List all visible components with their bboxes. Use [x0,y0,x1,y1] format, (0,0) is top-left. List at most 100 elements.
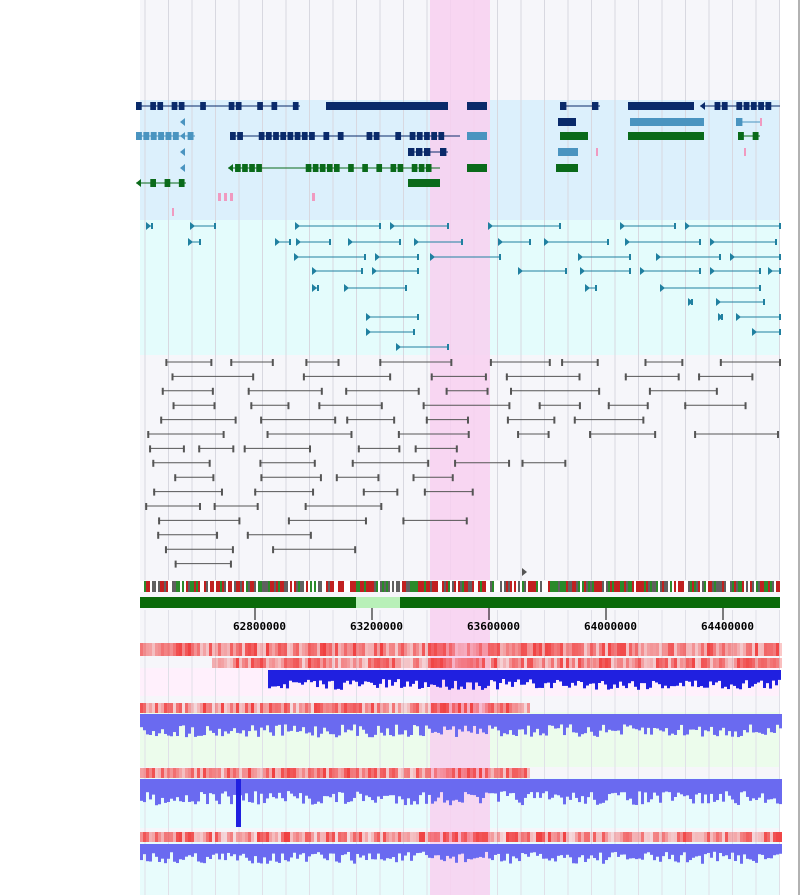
bac-end-marker [447,223,449,229]
depth-bar [206,779,209,805]
polymorphism-bin [215,832,218,842]
depth-bar [397,670,400,680]
bac-end-marker [146,222,151,230]
polymorphism-bin [539,643,542,656]
gene-exon [714,102,721,110]
depth-bar [271,670,274,687]
depth-bar [416,844,419,854]
polymorphism-bin [725,832,728,842]
bac-end-marker [417,254,419,260]
repeat-element [284,581,286,592]
repeat-element [564,581,566,592]
polymorphism-bin [293,658,296,668]
polymorphism-bin [473,658,476,668]
polymorphism-bin [317,768,320,778]
depth-bar [619,670,622,682]
bac-end-marker [505,373,508,381]
polymorphism-bin [611,832,614,842]
polymorphism-bin [437,768,440,778]
depth-bar [530,779,533,793]
depth-bar [509,779,512,794]
depth-bar [310,670,313,683]
polymorphism-bin [719,658,722,668]
depth-bar [769,670,772,689]
polymorphism-bin [521,832,524,842]
chromosome-ideogram[interactable] [528,52,652,64]
depth-bar [590,844,593,856]
polymorphism-bin [416,643,419,656]
polymorphism-bin [335,703,338,713]
repeat-element [622,581,624,592]
repeat-element [380,581,382,592]
depth-bar [707,714,710,732]
depth-bar [758,844,761,855]
polymorphism-bin [266,703,269,713]
depth-bar [655,670,658,683]
polymorphism-bin [245,768,248,778]
depth-bar [596,779,599,805]
repeat-element [502,581,504,592]
depth-bar [533,844,536,853]
polymorphism-bin [227,658,230,668]
depth-bar [392,714,395,737]
depth-bar [311,714,314,736]
depth-bar [173,779,176,801]
polymorphism-bin [413,703,416,713]
depth-bar [158,714,161,734]
polymorphism-bin [641,832,644,842]
repeat-element [244,581,246,592]
bac-end-marker [763,299,765,305]
polymorphism-bin [254,832,257,842]
repeat-element [664,581,666,592]
polymorphism-bin [488,703,491,713]
polymorphism-bin [398,832,401,842]
depth-bar [482,844,485,858]
depth-bar [257,779,260,805]
bac-end-marker [413,329,415,335]
repeat-element [640,581,642,592]
polymorphism-bin [584,658,587,668]
depth-bar [356,779,359,792]
depth-bar [239,714,242,734]
depth-bar [404,844,407,856]
polymorphism-bin [446,703,449,713]
polymorphism-bin [146,703,149,713]
polymorphism-bin [545,832,548,842]
polymorphism-bin [461,768,464,778]
bac-end-marker [445,387,448,395]
depth-bar [685,670,688,681]
depth-bar [425,779,428,804]
polymorphism-bin [374,643,377,656]
bac-end-marker [250,402,253,410]
depth-bar [233,844,236,855]
bac-end-marker [364,254,366,260]
polymorphism-bin [617,832,620,842]
repeat-element [672,581,674,592]
depth-bar [254,714,257,731]
depth-bar [755,844,758,863]
chromosome-segment [140,597,780,608]
depth-bar [701,714,704,737]
repeat-element [370,581,372,592]
depth-bar [242,779,245,801]
polymorphism-bin [773,832,776,842]
repeat-element [452,581,454,592]
polymorphism-bin [425,703,428,713]
polymorphism-bin [524,768,527,778]
polymorphism-bin [341,832,344,842]
depth-bar [221,844,224,854]
depth-bar [322,670,325,685]
msm-bac-pairs[interactable] [146,222,781,351]
depth-bar [479,844,482,857]
b6n-bac-pairs[interactable] [145,359,781,576]
depth-bar [773,779,776,799]
polymorphism-bin [272,832,275,842]
bac-end-marker [508,402,511,410]
depth-bar [503,779,506,792]
polymorphism-bin [554,658,557,668]
polymorphism-bin [626,832,629,842]
polymorphism-bin [335,643,338,656]
repeat-element [378,581,380,592]
polymorphism-bin [425,832,428,842]
bac-end-marker [199,239,201,245]
